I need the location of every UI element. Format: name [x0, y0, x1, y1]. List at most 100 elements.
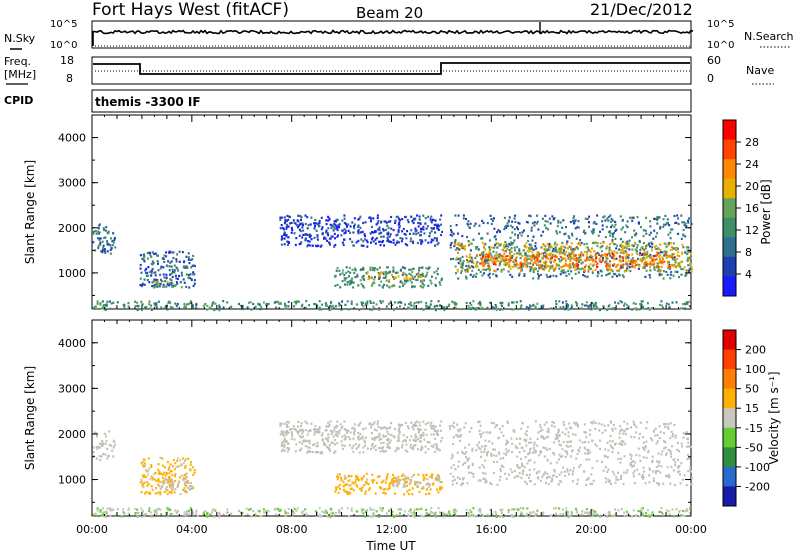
range-cell [299, 436, 302, 439]
range-cell [526, 426, 529, 429]
range-cell [620, 428, 623, 431]
range-cell [101, 440, 104, 443]
range-cell [604, 261, 607, 264]
range-cell [623, 471, 626, 474]
range-cell [558, 249, 560, 252]
range-cell [517, 308, 520, 311]
range-cell [586, 451, 589, 454]
range-cell [645, 256, 648, 259]
range-cell [595, 222, 598, 225]
range-cell [530, 226, 533, 229]
range-cell [286, 240, 289, 243]
range-cell [649, 256, 652, 260]
range-cell [592, 514, 595, 517]
range-cell [511, 471, 514, 474]
range-cell [285, 433, 288, 436]
range-cell [440, 440, 443, 443]
range-cell [658, 216, 661, 219]
range-cell [144, 269, 147, 272]
range-cell [399, 237, 402, 240]
range-cell [684, 274, 687, 277]
range-cell [631, 248, 634, 251]
range-cell [153, 473, 156, 476]
range-cell [454, 303, 457, 306]
range-cell [382, 435, 385, 438]
range-cell [657, 265, 660, 268]
range-cell [514, 214, 517, 217]
range-cell [206, 304, 209, 307]
range-cell [311, 450, 314, 454]
range-cell [434, 231, 437, 234]
range-cell [659, 249, 662, 252]
range-cell [335, 475, 338, 478]
range-cell [300, 218, 302, 222]
range-cell [575, 457, 578, 460]
range-cell [554, 241, 557, 244]
range-cell [371, 432, 373, 435]
range-cell [96, 507, 99, 510]
range-cell [488, 252, 490, 255]
range-cell [357, 229, 360, 232]
range-cell [365, 239, 368, 242]
range-cell [370, 241, 372, 244]
range-cell [439, 283, 442, 286]
range-cell [483, 247, 486, 250]
range-cell [334, 433, 337, 436]
range-cell [341, 272, 344, 275]
range-cell [143, 283, 146, 286]
range-cell [435, 270, 438, 273]
range-cell [506, 422, 509, 425]
range-cell [204, 303, 207, 306]
range-cell [659, 471, 662, 474]
range-cell [462, 452, 465, 455]
range-cell [507, 265, 510, 268]
range-cell [461, 478, 464, 481]
range-cell [436, 243, 439, 246]
range-cell [464, 446, 467, 449]
range-cell [517, 264, 520, 267]
range-cell [433, 237, 436, 240]
range-cell [214, 509, 217, 512]
colorbar-segment [723, 408, 736, 429]
range-cell [372, 301, 375, 304]
range-cell [634, 266, 637, 269]
range-cell [459, 244, 462, 247]
range-cell [380, 508, 383, 511]
range-cell [436, 477, 439, 481]
range-cell [534, 512, 537, 515]
range-cell [534, 514, 537, 517]
range-cell [370, 444, 373, 447]
range-cell [638, 253, 641, 257]
range-cell [426, 478, 429, 481]
range-cell [140, 480, 143, 483]
range-cell [538, 267, 541, 270]
range-cell [592, 258, 595, 261]
range-cell [484, 472, 487, 475]
range-cell [153, 302, 156, 305]
range-cell [163, 306, 166, 309]
range-cell [493, 307, 496, 310]
range-cell [639, 509, 642, 513]
range-cell [293, 507, 296, 510]
range-cell [586, 452, 589, 455]
range-cell [552, 274, 555, 277]
range-cell [405, 443, 408, 446]
range-cell [667, 233, 670, 236]
range-cell [677, 232, 680, 235]
range-cell [622, 259, 625, 262]
range-cell [430, 275, 433, 278]
range-cell [293, 512, 296, 515]
range-cell [578, 256, 581, 259]
range-cell [490, 222, 493, 226]
range-cell [643, 264, 646, 267]
range-cell [553, 243, 556, 246]
range-cell [667, 303, 670, 306]
range-cell [420, 514, 423, 517]
range-cell [505, 439, 508, 442]
range-cell [440, 277, 443, 280]
range-cell [378, 486, 381, 489]
range-cell [487, 515, 490, 518]
range-cell [544, 266, 547, 270]
range-cell [320, 450, 323, 453]
range-cell [581, 510, 584, 513]
